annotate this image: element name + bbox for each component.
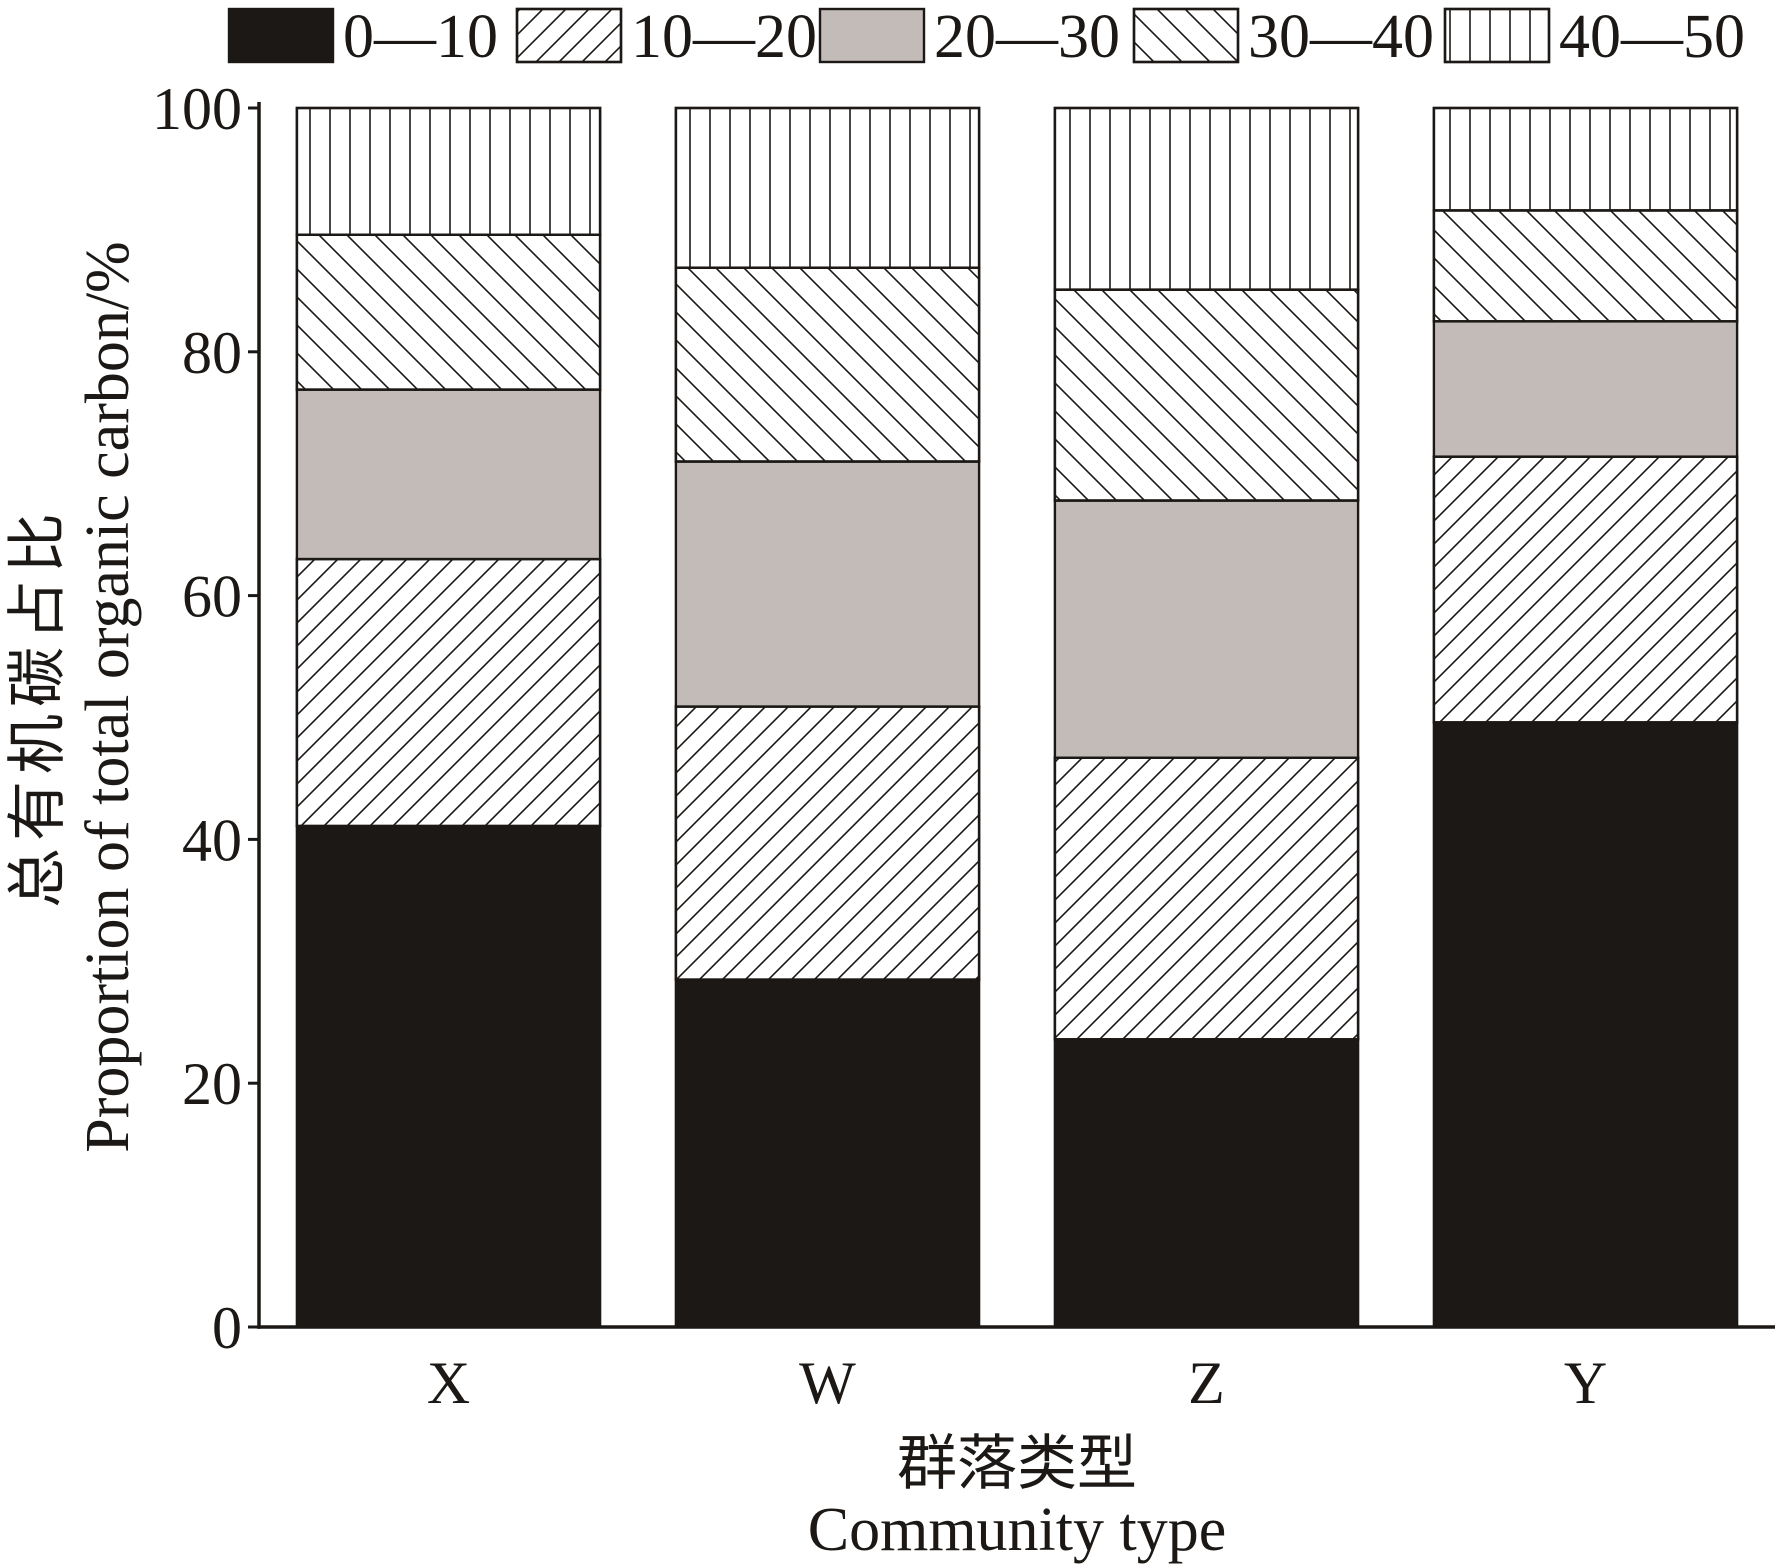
legend-label: 0—10 [343, 3, 498, 71]
y-tick-label: 100 [152, 76, 242, 142]
bar-x [295, 106, 602, 1329]
bar-segment-hatch-x-30-40 [295, 233, 602, 391]
bar-segment-hatch-y-10-20 [1432, 455, 1739, 724]
legend-label: 10—20 [631, 3, 817, 71]
bar-segment-hatch-w-10-20 [674, 705, 981, 981]
x-category-label: Y [1564, 1350, 1607, 1416]
legend-swatch-hatch [515, 7, 623, 64]
legend-swatch [227, 7, 335, 64]
bar-segment-hatch-y-30-40 [1432, 209, 1739, 323]
bar-segment-hatch-z-30-40 [1053, 288, 1360, 502]
y-tick-label: 40 [182, 807, 242, 873]
bar-segment-x-20-30 [295, 388, 602, 561]
legend-label: 40—50 [1559, 3, 1745, 71]
bar-segment-hatch-w-40-50 [674, 106, 981, 269]
legend-swatch-hatch [1132, 7, 1240, 64]
bar-segment-hatch-x-10-20 [295, 557, 602, 828]
legend-item-20-30: 20—30 [818, 3, 1120, 71]
bar-segment-hatch-z-40-50 [1053, 106, 1360, 291]
x-axis-title-zh: 群落类型 [897, 1431, 1137, 1497]
y-axis-title-en: Proportion of total organic carbon/% [74, 241, 142, 1152]
y-tick-label: 60 [182, 564, 242, 630]
legend: 0—10 10—20 20—30 30—40 40—50 [227, 3, 1745, 71]
y-tick-label: 20 [182, 1051, 242, 1117]
bar-segment-hatch-y-40-50 [1432, 106, 1739, 212]
y-axis-title-zh: 总有机碳占比 [5, 506, 71, 908]
bar-segment-hatch-z-10-20 [1053, 756, 1360, 1041]
bar-segment-w-0-10 [674, 978, 981, 1329]
bar-segment-w-20-30 [674, 460, 981, 708]
legend-label: 30—40 [1248, 3, 1434, 71]
bar-w [674, 106, 981, 1329]
bar-segment-z-0-10 [1053, 1038, 1360, 1329]
bar-segment-y-20-30 [1432, 320, 1739, 458]
legend-item-0-10: 0—10 [227, 3, 498, 71]
x-axis-title-en: Community type [808, 1496, 1227, 1564]
legend-item-10-20: 10—20 [515, 3, 817, 71]
bar-y [1432, 106, 1739, 1329]
bars [295, 106, 1739, 1329]
axes: 0 20 40 60 80 100 X W Z Y [152, 76, 1775, 1416]
legend-swatch-hatch [1443, 7, 1551, 64]
legend-item-30-40: 30—40 [1132, 3, 1434, 71]
bar-segment-y-0-10 [1432, 721, 1739, 1329]
legend-item-40-50: 40—50 [1443, 3, 1745, 71]
bar-segment-x-0-10 [295, 824, 602, 1329]
x-category-label: X [427, 1350, 470, 1416]
y-tick-label: 0 [212, 1295, 242, 1361]
bar-segment-hatch-w-30-40 [674, 266, 981, 463]
x-category-label: Z [1188, 1350, 1225, 1416]
legend-swatch [818, 7, 926, 64]
legend-label: 20—30 [934, 3, 1120, 71]
x-category-label: W [799, 1350, 856, 1416]
bar-segment-z-20-30 [1053, 499, 1360, 759]
y-tick-label: 80 [182, 320, 242, 386]
bar-segment-hatch-x-40-50 [295, 106, 602, 236]
bar-z [1053, 106, 1360, 1329]
